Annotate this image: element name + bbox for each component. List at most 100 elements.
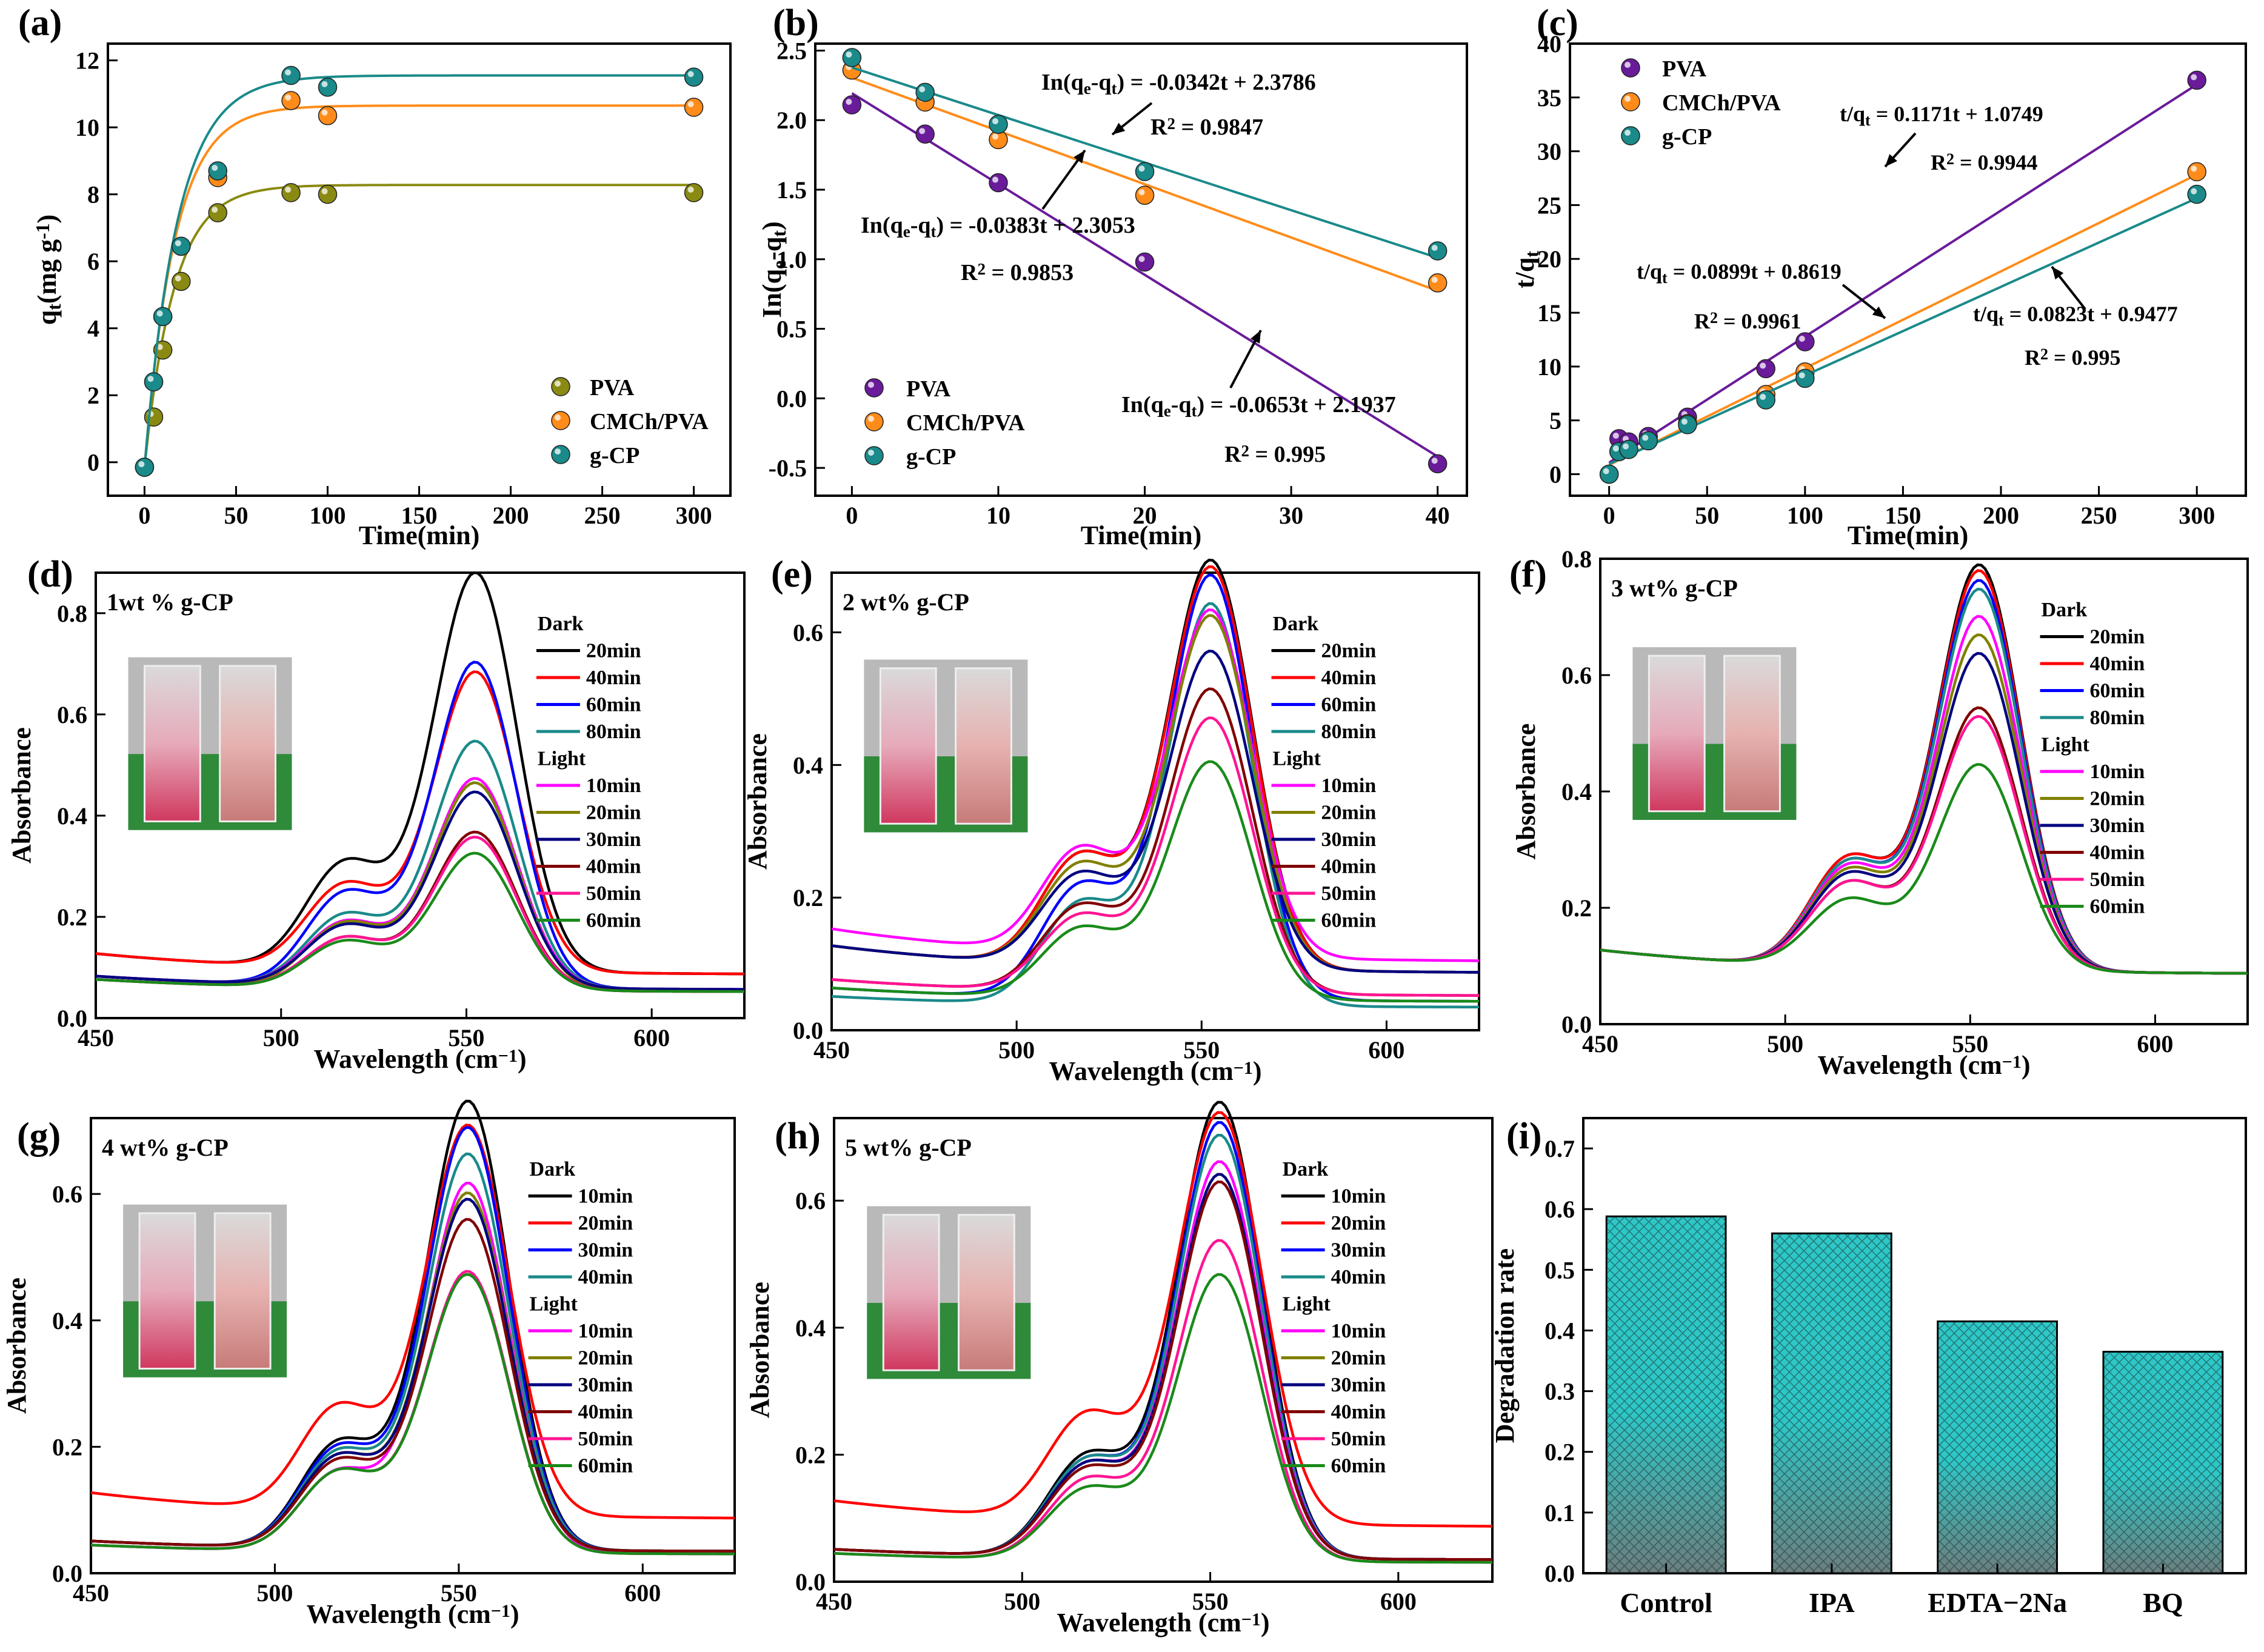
data-point-g-CP bbox=[172, 236, 191, 256]
legend-label: 10min bbox=[578, 1320, 633, 1342]
annotation-r2-gcp: R2 = 0.995 bbox=[2025, 345, 2121, 370]
chart-e: (e) 450 500 550 600 0.0 0.2 0.4 0.6 2 wt% g-CP Dar… bbox=[743, 554, 1480, 1086]
x-tick-label: 300 bbox=[676, 502, 712, 529]
legend-label: 30min bbox=[2090, 814, 2145, 837]
legend-label-g-CP: g-CP bbox=[590, 443, 639, 468]
marker-body bbox=[1678, 415, 1697, 435]
y-tick-label: 0.4 bbox=[57, 802, 87, 830]
legend-label: 60min bbox=[578, 1455, 633, 1477]
fit-curve-g-CP bbox=[143, 74, 694, 468]
marker-highlight bbox=[1622, 443, 1629, 450]
y-tick-label: 0.4 bbox=[795, 1314, 826, 1342]
x-tick-label: 600 bbox=[1368, 1036, 1404, 1064]
x-tick-label: 450 bbox=[816, 1588, 852, 1615]
y-tick-label: 0.1 bbox=[1544, 1499, 1575, 1527]
y-tick-label: 1.5 bbox=[776, 176, 807, 204]
y-tick-label: 0.2 bbox=[57, 904, 87, 931]
legend-group-label: Light bbox=[1273, 748, 1321, 770]
data-point-g-CP bbox=[1135, 162, 1155, 181]
marker-body bbox=[1428, 273, 1448, 293]
annotation-r2-gcp: R2 = 0.9847 bbox=[1150, 115, 1263, 140]
plot-frame bbox=[830, 571, 1480, 1031]
marker-highlight bbox=[1603, 468, 1609, 475]
marker-body bbox=[1621, 58, 1640, 78]
legend-label: 10min bbox=[2090, 761, 2145, 783]
bar-hatch bbox=[1606, 1216, 1726, 1573]
marker-body bbox=[842, 95, 862, 115]
x-tick-label: 200 bbox=[1983, 502, 2019, 529]
marker-highlight bbox=[212, 207, 218, 213]
cuvette-left bbox=[138, 1212, 196, 1370]
arrow-pva-head bbox=[1885, 154, 1897, 167]
marker-body bbox=[915, 124, 935, 144]
x-category-label: BQ bbox=[2143, 1587, 2183, 1618]
y-axis-title: Degradation rate bbox=[1490, 1248, 1520, 1443]
marker-highlight bbox=[687, 71, 694, 78]
data-point-g-CP bbox=[1795, 368, 1815, 388]
spectrum-curve bbox=[90, 1273, 735, 1556]
spectrum-curve bbox=[831, 760, 1480, 1003]
marker-body bbox=[1135, 162, 1155, 181]
x-tick-label: 250 bbox=[584, 502, 621, 529]
x-axis-title: Wavelength (cm−1) bbox=[1049, 1056, 1261, 1086]
data-point-g-CP bbox=[281, 65, 301, 85]
data-point-CMCh/PVA bbox=[1428, 273, 1448, 293]
legend-label: 20min bbox=[1321, 802, 1377, 824]
legend-label: 40min bbox=[578, 1266, 633, 1288]
marker-body bbox=[1795, 368, 1815, 388]
legend-label: 50min bbox=[586, 882, 641, 905]
data-point-PVA bbox=[684, 183, 704, 202]
marker-body bbox=[2187, 70, 2206, 90]
legend-group-label: Dark bbox=[530, 1158, 576, 1181]
legend-label-PVA: PVA bbox=[906, 376, 951, 402]
marker-highlight bbox=[1431, 276, 1438, 283]
x-category-label: Control bbox=[1620, 1587, 1712, 1618]
plot-title: 4 wt% g-CP bbox=[102, 1134, 229, 1161]
marker-body bbox=[281, 65, 301, 85]
marker-body bbox=[208, 161, 227, 181]
data-point-PVA bbox=[1795, 332, 1815, 351]
legend-marker-PVA bbox=[864, 378, 884, 398]
data-point-PVA bbox=[1756, 359, 1775, 379]
x-tick-label: 450 bbox=[73, 1579, 109, 1607]
legend-label: 20min bbox=[586, 802, 641, 824]
cuvette-right bbox=[955, 667, 1012, 825]
plot-title: 3 wt% g-CP bbox=[1611, 575, 1738, 602]
x-tick-label: 450 bbox=[78, 1024, 114, 1051]
x-tick-label: 500 bbox=[998, 1036, 1035, 1064]
cuvette-photo bbox=[128, 657, 292, 830]
data-point-PVA bbox=[1135, 252, 1155, 272]
chart-f: (f) 450 500 550 600 0.0 0.2 0.4 0.6 0.8 3 wt% g-CP… bbox=[1509, 545, 2249, 1080]
x-tick-label: 250 bbox=[2081, 502, 2117, 529]
panel-label-i: (i) bbox=[1506, 1116, 1542, 1157]
y-tick-label: 0.6 bbox=[1544, 1196, 1575, 1223]
legend-label: 20min bbox=[578, 1212, 633, 1234]
marker-body bbox=[318, 184, 338, 204]
y-tick-label: 0.2 bbox=[1544, 1439, 1575, 1466]
marker-highlight bbox=[687, 186, 694, 193]
legend-label: 50min bbox=[578, 1428, 633, 1450]
legend-label: 40min bbox=[586, 667, 641, 689]
legend-label: 80min bbox=[2090, 707, 2145, 729]
marker-body bbox=[1638, 431, 1658, 451]
y-tick-label: -0.5 bbox=[769, 455, 807, 482]
annotation-r2-pva: R2 = 0.995 bbox=[1224, 442, 1326, 467]
x-axis-title: Time(min) bbox=[1081, 521, 1202, 550]
marker-body bbox=[144, 372, 164, 391]
marker-highlight bbox=[1138, 256, 1145, 262]
y-tick-label: 0.0 bbox=[776, 385, 807, 412]
data-point-g-CP bbox=[1619, 439, 1638, 459]
legend-marker-g-CP bbox=[864, 446, 884, 465]
chart-h: (h) 450 500 550 600 0.0 0.2 0.4 0.6 5 wt% g-CP Dar… bbox=[745, 1101, 1494, 1637]
data-point-g-CP bbox=[318, 78, 338, 97]
legend-label: 40min bbox=[578, 1401, 633, 1424]
y-tick-label: 0.2 bbox=[795, 1441, 826, 1468]
y-axis-title: Absorbance bbox=[2, 1277, 32, 1414]
legend-label-g-CP: g-CP bbox=[906, 444, 956, 470]
legend-label: 40min bbox=[1331, 1401, 1386, 1424]
legend-label: 10min bbox=[586, 774, 641, 797]
marker-highlight bbox=[2191, 74, 2197, 81]
marker-body bbox=[1756, 390, 1775, 410]
y-tick-label: 0.2 bbox=[793, 884, 823, 911]
cuvette-photo bbox=[123, 1204, 287, 1377]
